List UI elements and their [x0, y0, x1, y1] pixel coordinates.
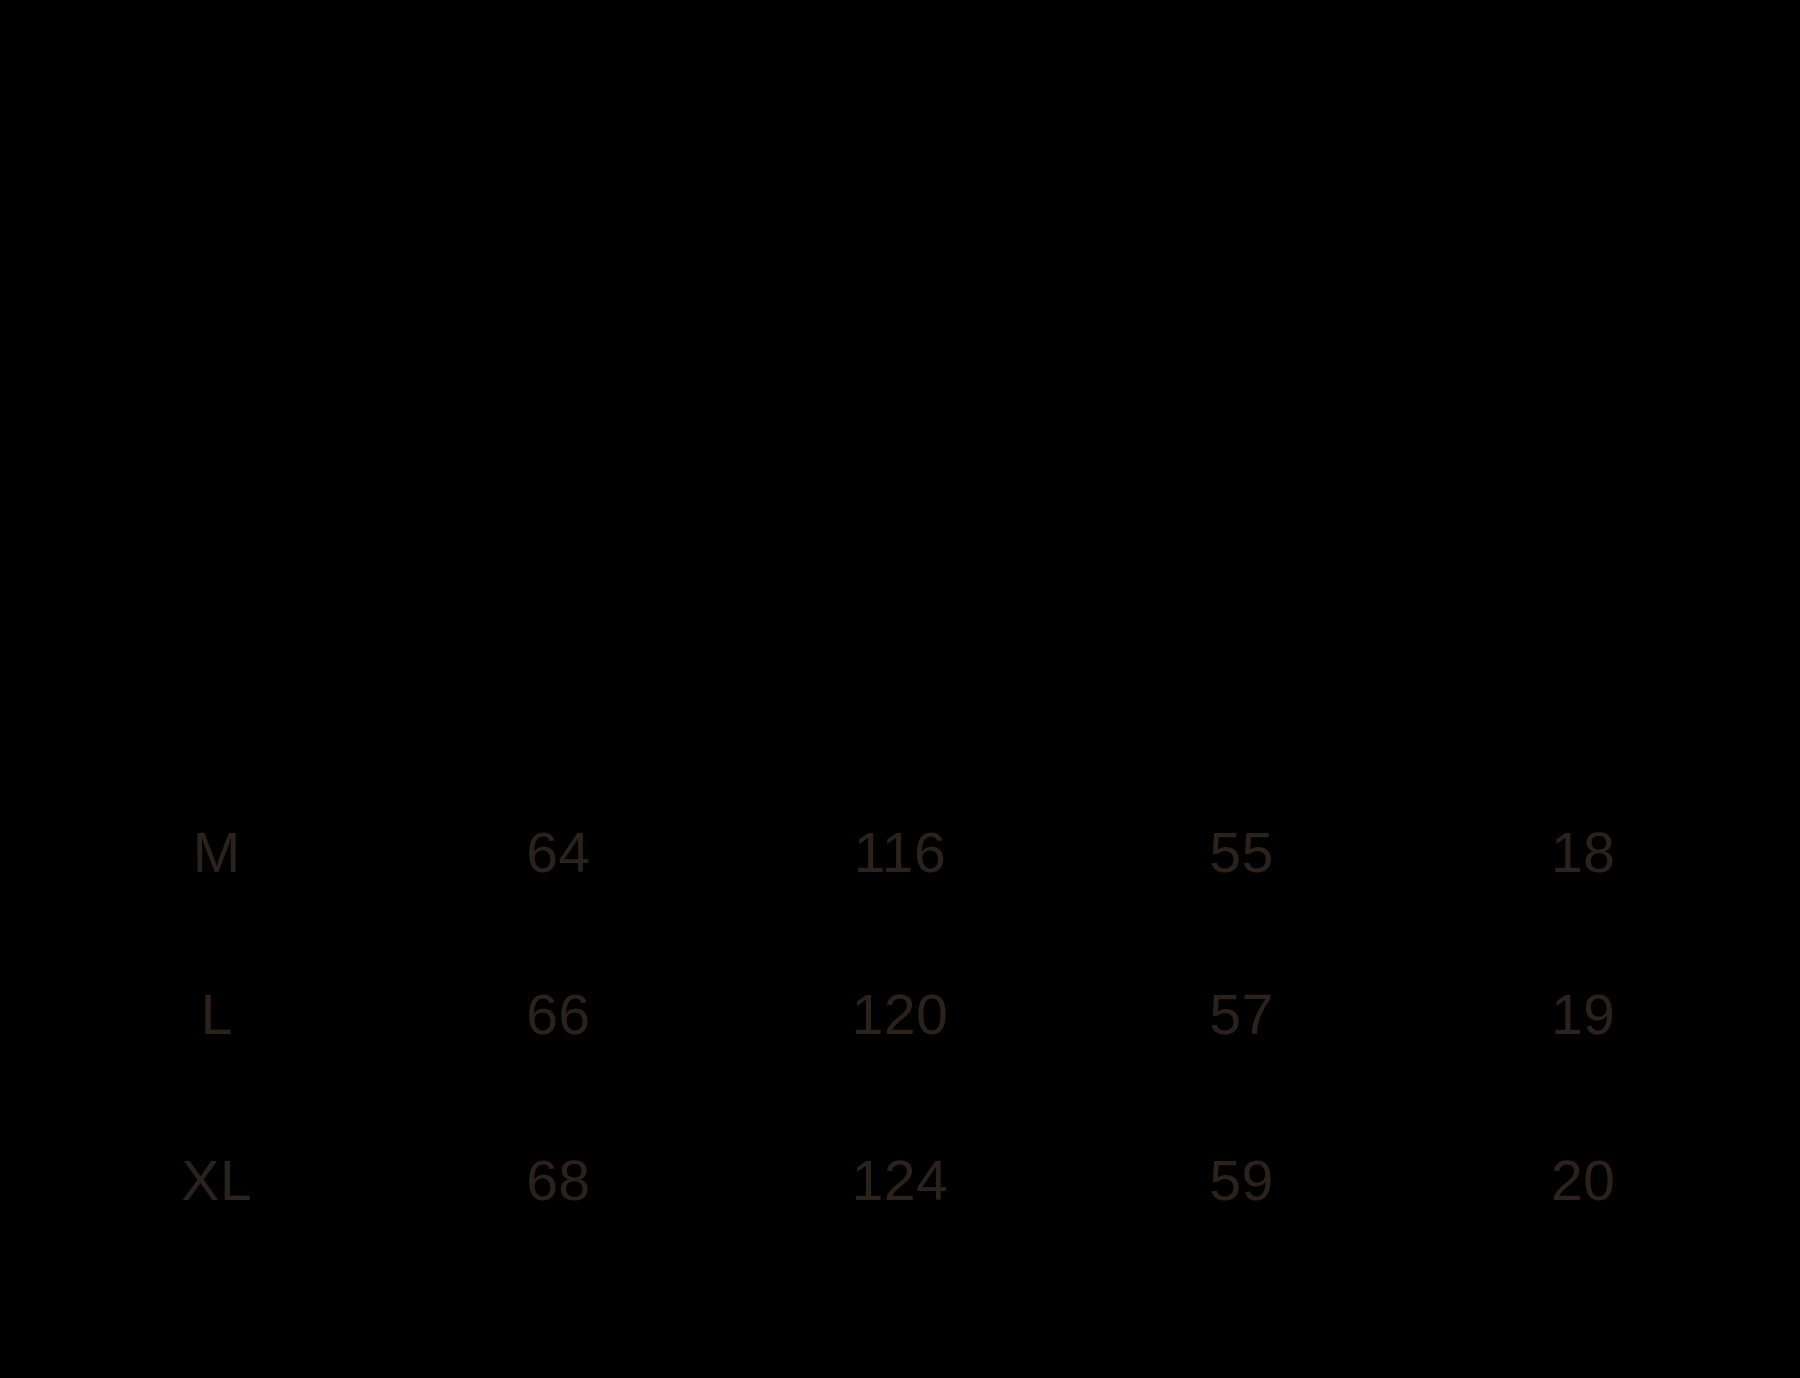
measurement-value: 64	[526, 821, 591, 885]
measurement-value: 124	[851, 1149, 949, 1213]
measurement-value: 55	[1209, 821, 1274, 885]
measurement-value: 66	[526, 983, 591, 1047]
measurement-value: 20	[1550, 1149, 1616, 1213]
measurement-value: 68	[526, 1149, 591, 1213]
size-label: L	[200, 983, 233, 1047]
measurement-value: 59	[1209, 1149, 1274, 1213]
measurement-value: 19	[1550, 983, 1616, 1047]
size-label: M	[192, 821, 241, 885]
table-row: XL 68 124 59 20	[46, 1141, 1754, 1221]
table-row: L 66 120 57 19	[46, 975, 1754, 1055]
size-table: M 64 116 55 18 L 66 120 57 19 XL 68 124 …	[46, 0, 1754, 1378]
measurement-value: 18	[1550, 821, 1616, 885]
measurement-value: 57	[1209, 983, 1274, 1047]
measurement-value: 120	[851, 983, 949, 1047]
table-row: M 64 116 55 18	[46, 813, 1754, 893]
measurement-value: 116	[853, 821, 947, 885]
size-label: XL	[181, 1149, 253, 1213]
